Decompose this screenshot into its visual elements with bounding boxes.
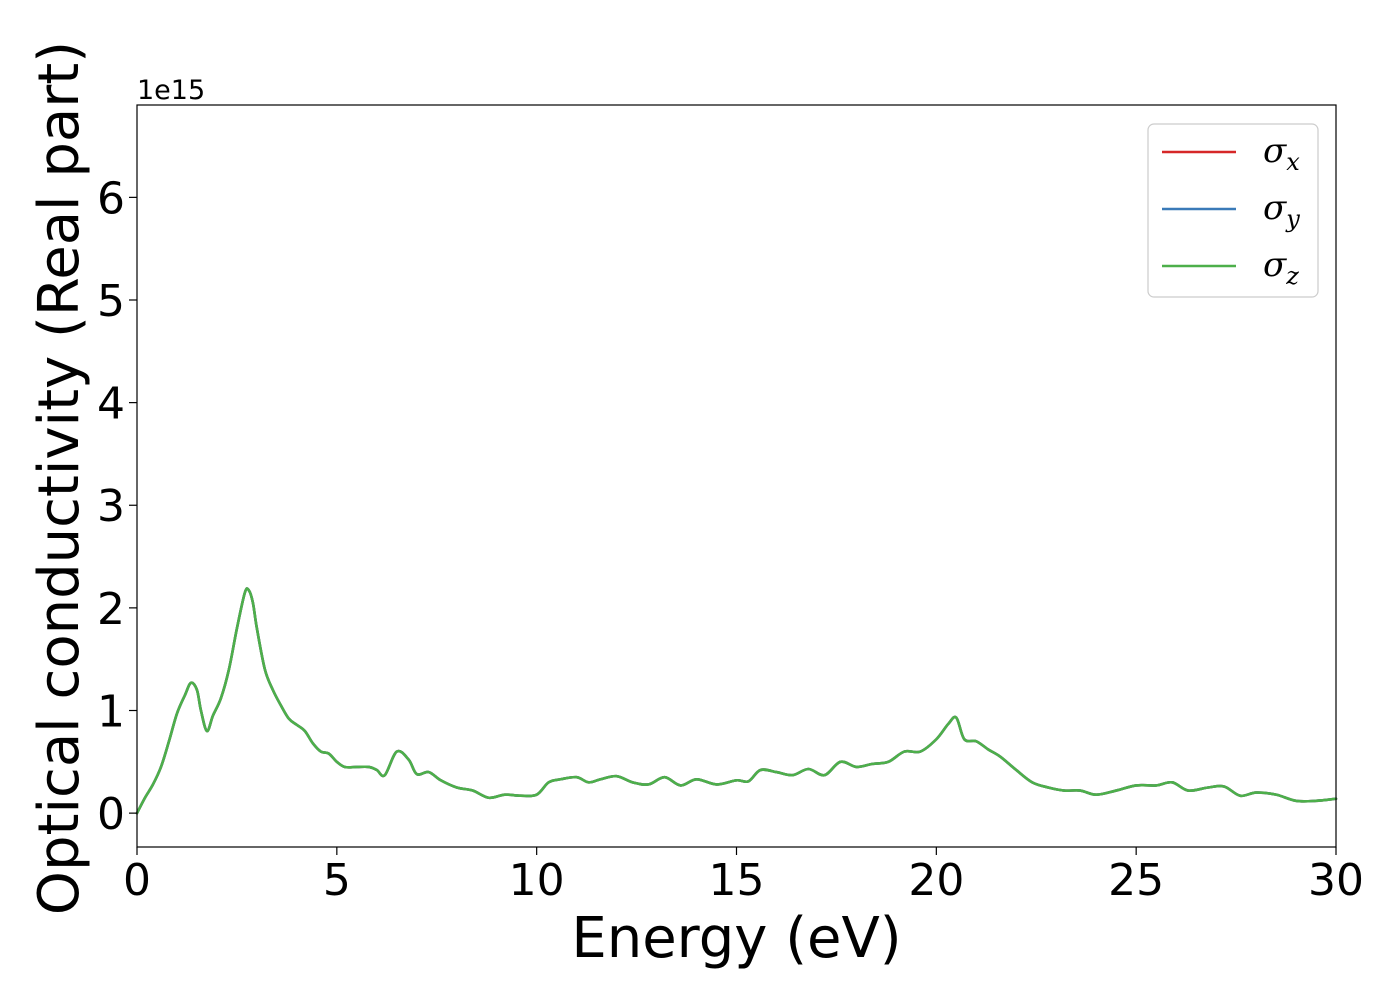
x-tick-label: 30 [1308,855,1364,906]
y-axis-ticks: 0 1 2 3 4 5 6 [97,173,137,840]
x-tick-label: 5 [323,855,351,906]
y-tick-label: 4 [97,379,125,430]
x-tick-label: 20 [908,855,964,906]
y-tick-label: 0 [97,789,125,840]
y-tick-label: 6 [97,173,125,224]
series-line-z [135,587,1338,815]
y-tick-label: 2 [97,584,125,635]
x-tick-label: 10 [509,855,565,906]
legend-box [1147,123,1319,298]
x-tick-label: 0 [123,855,151,906]
series-layer [135,587,1338,815]
legend-label-y: σy [1263,188,1300,233]
y-axis-offset-label: 1e15 [137,75,205,106]
legend: σx σy σz [1147,123,1319,298]
legend-label-z: σz [1263,245,1299,290]
y-tick-label: 3 [97,481,125,532]
y-axis-title: Optical conductivity (Real part) [27,41,92,915]
legend-label-x: σx [1263,131,1300,176]
x-tick-label: 15 [709,855,765,906]
y-tick-label: 1 [97,687,125,738]
y-tick-label: 5 [97,276,125,327]
x-axis-ticks: 0 5 10 15 20 25 30 [123,847,1364,906]
x-axis-title: Energy (eV) [571,906,901,971]
x-tick-label: 25 [1108,855,1164,906]
